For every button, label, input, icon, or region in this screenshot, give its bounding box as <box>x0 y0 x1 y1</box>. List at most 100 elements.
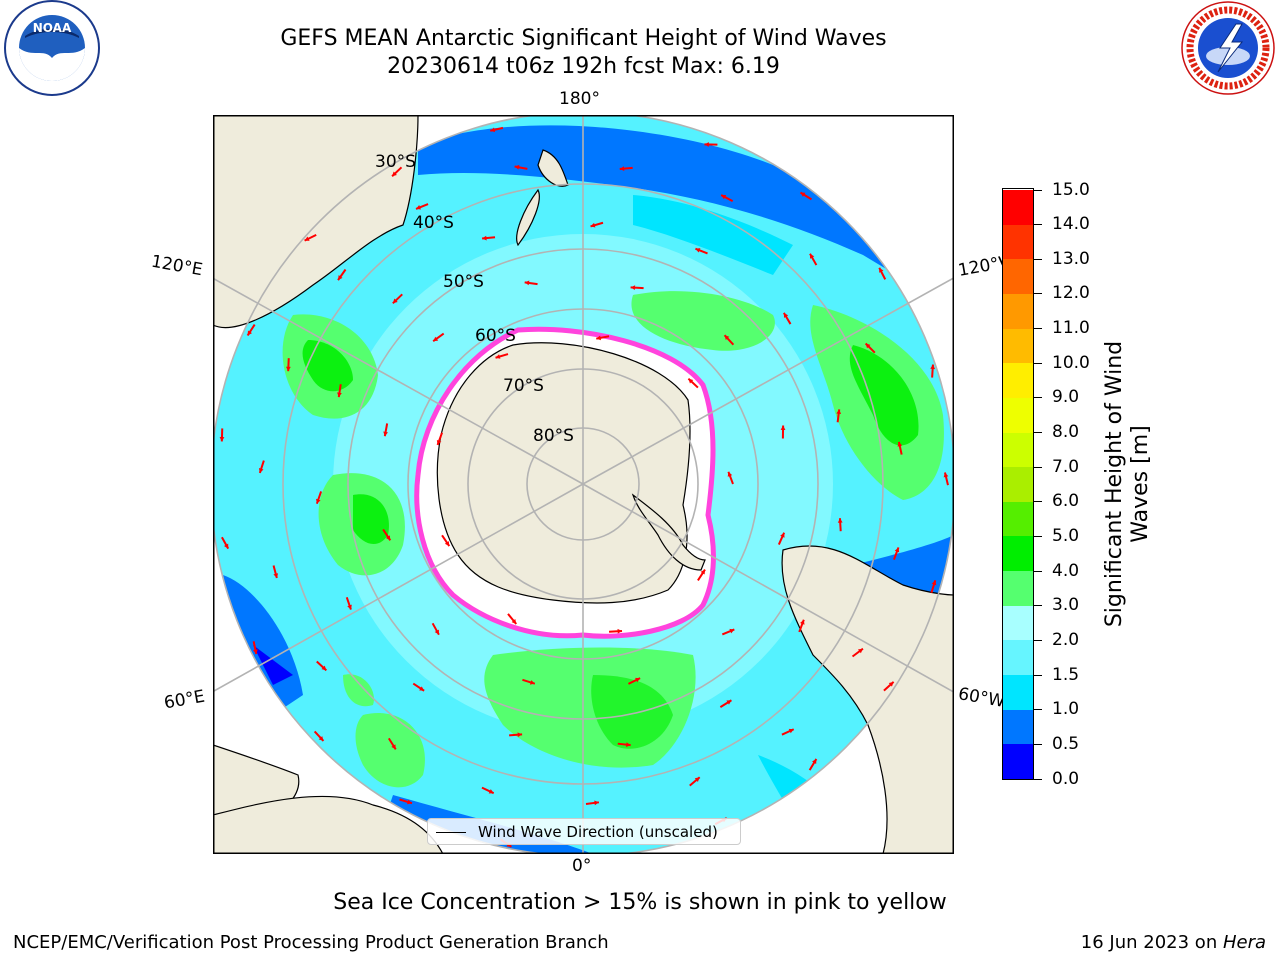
colorbar-tick-label: 0.5 <box>1052 733 1080 754</box>
wind-wave-arrowhead <box>416 205 421 210</box>
colorbar-tick <box>1034 535 1042 537</box>
colorbar-segment <box>1003 362 1033 398</box>
colorbar-tick <box>1034 709 1042 711</box>
colorbar-segment <box>1003 640 1033 676</box>
wind-wave-arrowhead <box>836 409 842 415</box>
footer-credit: NCEP/EMC/Verification Post Processing Pr… <box>13 932 609 953</box>
lon-label-60e: 60°E <box>162 686 207 714</box>
colorbar-tick-label: 13.0 <box>1052 248 1090 269</box>
colorbar-tick-label: 9.0 <box>1052 387 1080 408</box>
wind-wave-arrowhead <box>894 547 900 553</box>
colorbar-tick <box>1034 778 1042 780</box>
wind-wave-arrowhead <box>385 535 391 541</box>
wind-wave-arrowhead <box>436 439 442 445</box>
wind-wave-arrowhead <box>223 543 229 549</box>
colorbar-title-line-2: Waves [m] <box>1128 425 1153 543</box>
lat-label-80s: 80°S <box>533 426 574 446</box>
wind-wave-arrowhead <box>694 777 700 782</box>
colorbar <box>1002 188 1034 780</box>
wind-wave-arrowhead <box>879 267 884 273</box>
colorbar-tick-label: 3.0 <box>1052 595 1080 616</box>
wind-wave-arrowhead <box>626 742 631 747</box>
colorbar-tick <box>1034 293 1042 295</box>
wind-wave-arrowhead <box>514 164 520 170</box>
wind-wave-arrowhead <box>321 665 327 671</box>
footer-date: 16 Jun 2023 on Hera <box>1081 932 1266 953</box>
wind-wave-arrowhead <box>444 541 450 547</box>
wind-wave-arrowhead <box>897 441 903 447</box>
wind-wave-arrowhead <box>511 619 517 624</box>
wind-wave-arrowhead <box>865 343 871 349</box>
colorbar-tick <box>1034 743 1042 745</box>
colorbar-tick-label: 15.0 <box>1052 179 1090 200</box>
wind-wave-arrowhead <box>419 686 425 691</box>
nws-logo <box>1181 1 1275 95</box>
colorbar-tick <box>1034 605 1042 607</box>
wind-wave-arrowhead <box>524 280 530 286</box>
colorbar-segment <box>1003 501 1033 537</box>
wind-wave-arrowhead <box>338 275 343 281</box>
colorbar-tick <box>1034 674 1042 676</box>
wind-wave-arrowhead <box>594 800 599 806</box>
colorbar-tick <box>1034 432 1042 434</box>
wind-wave-arrowhead <box>727 471 733 477</box>
wind-wave-arrowhead <box>812 758 817 764</box>
wind-wave-arrowhead <box>788 728 794 734</box>
wind-wave-arrowhead <box>800 619 805 625</box>
colorbar-title-line-1: Significant Height of Wind <box>1102 340 1127 628</box>
title-line-1: GEFS MEAN Antarctic Significant Height o… <box>280 26 887 51</box>
colorbar-segment <box>1003 605 1033 641</box>
colorbar-segment <box>1003 466 1033 502</box>
colorbar-tick-label: 8.0 <box>1052 422 1080 443</box>
wind-wave-arrowhead <box>258 468 264 473</box>
lon-label-0: 0° <box>572 856 592 876</box>
wind-wave-arrowhead <box>888 681 894 687</box>
noaa-logo: NOAA <box>4 0 100 96</box>
colorbar-segment <box>1003 744 1033 779</box>
colorbar-tick <box>1034 501 1042 503</box>
wind-wave-arrowhead <box>931 580 937 586</box>
colorbar-tick-label: 0.0 <box>1052 768 1080 789</box>
colorbar-tick-label: 4.0 <box>1052 560 1080 581</box>
lon-label-120e: 120°E <box>149 251 205 281</box>
wind-wave-arrowhead <box>247 330 253 336</box>
wind-wave-arrowhead <box>482 235 487 241</box>
wind-wave-arrowhead <box>700 569 706 575</box>
colorbar-segment <box>1003 397 1033 433</box>
wind-wave-arrowhead <box>617 628 623 634</box>
wind-wave-arrowhead <box>488 789 494 794</box>
colorbar-tick <box>1034 328 1042 330</box>
wind-wave-arrowhead <box>433 336 439 342</box>
legend-line-swatch <box>436 832 466 833</box>
wind-wave-arrowhead <box>726 700 732 705</box>
wind-wave-arrowhead <box>253 649 258 655</box>
wind-wave-arrowhead <box>392 171 397 177</box>
colorbar-tick-label: 6.0 <box>1052 491 1080 512</box>
wind-wave-arrowhead <box>800 192 806 197</box>
wind-wave-arrowhead <box>434 629 439 635</box>
colorbar-tick <box>1034 570 1042 572</box>
wind-wave-arrowhead <box>619 166 625 171</box>
lat-label-60s: 60°S <box>475 326 516 346</box>
colorbar-segment <box>1003 709 1033 745</box>
colorbar-tick-label: 1.0 <box>1052 699 1080 720</box>
lat-label-30s: 30°S <box>375 152 416 172</box>
colorbar-tick-label: 5.0 <box>1052 525 1080 546</box>
footer-date-text: 16 Jun 2023 on <box>1080 932 1223 953</box>
wind-wave-arrowhead <box>780 532 785 538</box>
wind-wave-arrowhead <box>688 378 694 384</box>
colorbar-tick <box>1034 189 1042 191</box>
colorbar-tick-label: 1.5 <box>1052 664 1080 685</box>
wind-wave-arrowhead <box>695 248 701 253</box>
polar-map: 30°S 40°S 50°S 60°S 70°S 80°S <box>213 115 954 854</box>
wind-wave-arrowhead <box>318 736 324 741</box>
footer-host: Hera <box>1222 932 1266 953</box>
lon-label-60w-clip: 60°W <box>958 684 1002 714</box>
wind-wave-arrowhead <box>316 498 321 504</box>
colorbar-tick <box>1034 224 1042 226</box>
lat-label-50s: 50°S <box>443 272 484 292</box>
wind-wave-arrowhead <box>529 680 535 685</box>
colorbar-segment <box>1003 224 1033 260</box>
colorbar-tick-label: 2.0 <box>1052 629 1080 650</box>
wind-wave-arrowhead <box>596 335 602 341</box>
